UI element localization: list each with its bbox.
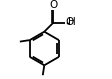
Text: O: O <box>65 17 73 27</box>
Text: H: H <box>68 17 75 27</box>
Text: O: O <box>49 0 57 10</box>
